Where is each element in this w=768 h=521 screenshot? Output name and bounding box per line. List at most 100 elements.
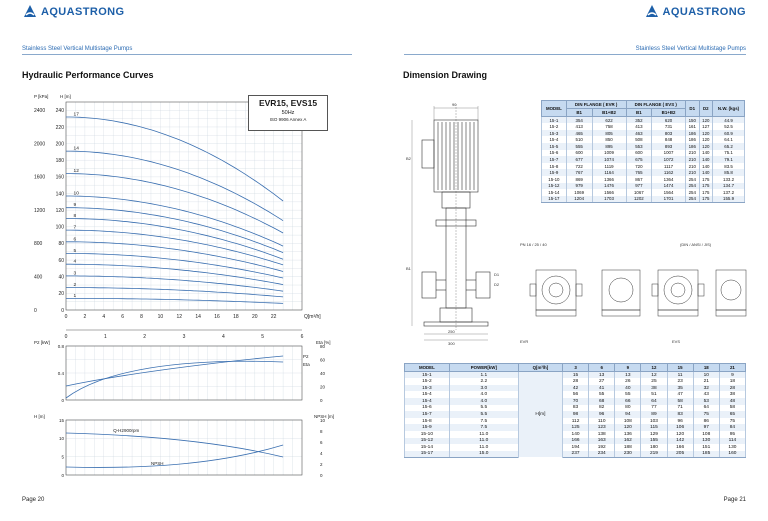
table-cell: 70 <box>561 397 590 405</box>
table-cell: 15-12 <box>541 182 567 190</box>
table-cell: 160 <box>718 450 747 458</box>
table-cell: 731 <box>651 123 686 130</box>
kpa-tick-label: 0 <box>34 308 37 314</box>
table-row: 15-2 2.2 28 27 26 25 23 21 18 <box>404 378 747 385</box>
table-cell: 219 <box>640 450 668 458</box>
table-cell: 155 <box>640 437 668 445</box>
performance-curves-chart: 0 2 4 6 8 10 12 14 16 18 20 220 1 2 3 4 5 602040608010012… <box>34 94 334 478</box>
table-cell: 150 <box>684 116 700 124</box>
dim-col-weight: N.W. (kgs) <box>712 100 745 117</box>
table-row: 15-14 1069 1566 1067 1564 254 175 137.2 <box>541 189 745 196</box>
hq-curve-12 <box>66 173 284 234</box>
table-cell: 895 <box>591 142 627 150</box>
table-cell: 75.1 <box>712 149 745 157</box>
table-cell: 1564 <box>651 189 686 196</box>
table-cell: 129 <box>640 430 668 438</box>
table-cell: 620 <box>651 116 686 124</box>
table-cell: 1703 <box>591 195 627 203</box>
kpa-tick-label: 1600 <box>34 175 45 181</box>
table-cell: 38 <box>718 391 747 398</box>
table-row: 15-14 11.0 194 192 188 180 166 151 130 <box>404 444 747 451</box>
table-cell: 1162 <box>651 169 686 176</box>
brand-name: AQUASTRONG <box>41 6 125 18</box>
table-cell: 677 <box>565 156 593 163</box>
table-cell: 15-1 <box>404 371 450 379</box>
evs-flange-view <box>651 269 705 317</box>
dim-label: 300 <box>448 341 455 346</box>
table-cell: 1566 <box>591 189 627 196</box>
h-tick-label: 10 <box>59 436 65 441</box>
page-number: Page 21 <box>723 497 746 503</box>
table-cell: 94 <box>614 411 642 418</box>
table-cell: 21 <box>692 378 720 385</box>
eta-tick-label: 80 <box>320 344 326 349</box>
table-cell: 64 <box>640 397 668 405</box>
table-cell: 848 <box>651 136 686 143</box>
table-cell: 123 <box>588 424 616 431</box>
curve-stage-label: 6 <box>74 236 77 242</box>
table-cell: 15-1 <box>541 116 567 124</box>
table-cell: 175 <box>698 175 714 183</box>
brand-logo: AQUASTRONG <box>22 4 124 20</box>
table-cell: 115 <box>640 424 668 431</box>
kpa-tick-label: 2400 <box>34 108 45 114</box>
dim-label: 250 <box>448 329 455 334</box>
table-cell: 41 <box>588 384 616 392</box>
performance-table: MODEL POWER[kW] Q[m³/h] 3 6 9 12 15 18 2… <box>404 363 747 458</box>
table-cell: 1476 <box>591 182 627 190</box>
table-cell: 13 <box>588 371 616 379</box>
table-cell: 82 <box>588 404 616 412</box>
table-cell: 140 <box>698 169 714 176</box>
x-tick-label: 8 <box>140 314 143 320</box>
table-row: 15-9 767 1164 765 1162 210 140 85.8 <box>541 169 745 176</box>
terminal-box <box>421 139 435 169</box>
table-cell: 867 <box>625 175 653 183</box>
table-cell: 15-8 <box>404 417 450 425</box>
table-row: 15-4 4.0 56 55 55 51 47 43 38 <box>404 391 747 398</box>
table-cell: 166 <box>666 444 694 451</box>
table-cell: 722 <box>565 162 593 170</box>
eta-tick-label: 0 <box>320 398 323 403</box>
table-cell: 7.5 <box>448 417 519 425</box>
table-cell: 5.5 <box>448 404 519 412</box>
x-axis-label: Q[m³/h] <box>304 314 321 320</box>
hq-curve-1 <box>66 298 284 304</box>
x-secondary-tick-label: 1 <box>104 334 107 340</box>
table-cell: 15-2 <box>404 378 450 385</box>
dim-subcol: B1 <box>565 108 593 117</box>
hq-curve-4 <box>66 263 284 285</box>
curve-stage-label: 14 <box>74 146 80 152</box>
table-cell: 43 <box>692 391 720 398</box>
table-cell: 850 <box>591 136 627 143</box>
table-cell: 175 <box>698 195 714 203</box>
table-row: 15-4 4.0 70 68 66 64 58 53 48 <box>404 397 747 405</box>
dim-col-d1: D1 <box>684 100 700 117</box>
evr-base-view <box>601 269 641 317</box>
table-row: 15-3 3.0 42 41 40 38 35 32 28 <box>404 384 747 392</box>
table-cell: 254 <box>684 195 700 203</box>
table-cell: 25 <box>640 378 668 385</box>
table-cell: 11.0 <box>448 444 519 451</box>
table-cell: 53 <box>692 397 720 405</box>
npsh-tick-label: 6 <box>320 440 323 445</box>
table-cell: 1074 <box>591 156 627 163</box>
page-number: Page 20 <box>22 497 45 503</box>
table-row: 15-17 15.0 237 234 230 219 205 185 160 <box>404 450 747 458</box>
table-cell: 254 <box>684 175 700 183</box>
table-cell: 58 <box>666 397 694 405</box>
table-cell: 413 <box>625 123 653 130</box>
plot-frame <box>65 101 303 311</box>
eta-axis-label: Eta [%] <box>316 340 331 345</box>
curve-stage-label: 10 <box>74 191 80 197</box>
perf-col-q: 12 <box>640 363 668 372</box>
table-cell: 465 <box>565 129 593 137</box>
table-cell: 120 <box>614 424 642 431</box>
table-cell: 166 <box>561 437 590 445</box>
curve-stage-label: 17 <box>74 111 80 117</box>
table-cell: 32 <box>692 384 720 392</box>
x-tick-label: 18 <box>233 314 239 320</box>
table-cell: 75 <box>692 411 720 418</box>
table-cell: 140 <box>561 430 590 438</box>
table-cell: 354 <box>565 116 593 124</box>
table-cell: 55 <box>614 391 642 398</box>
